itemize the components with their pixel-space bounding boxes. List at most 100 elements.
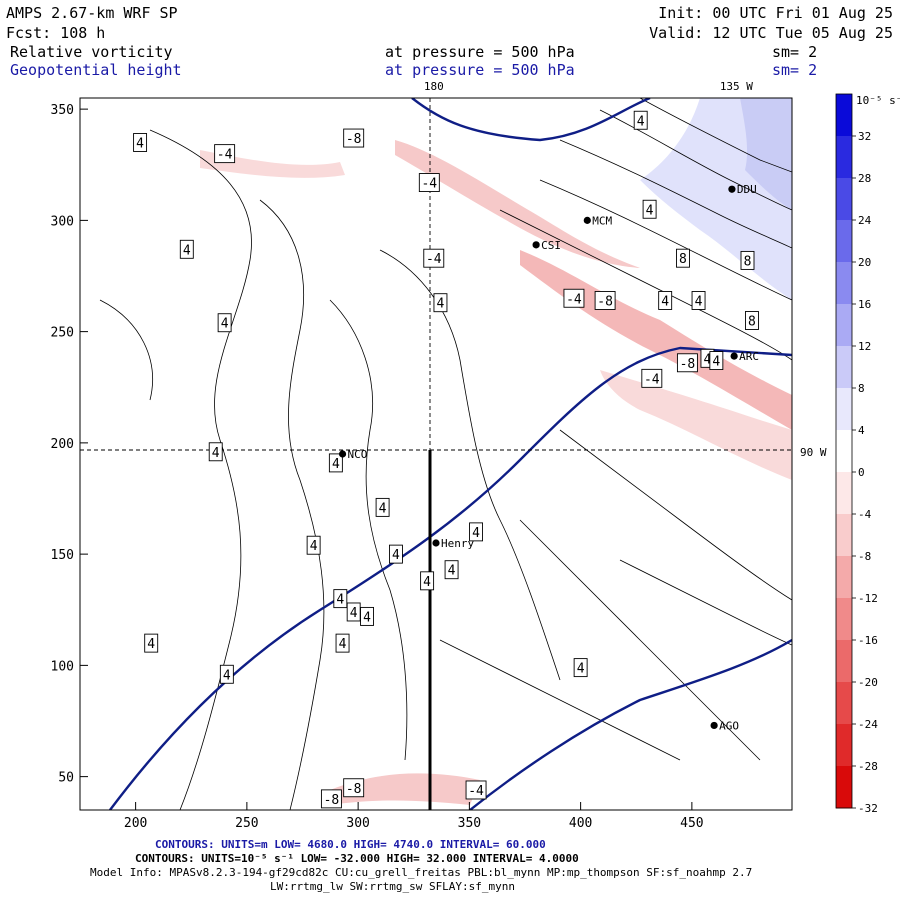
contour-label-text: 4 bbox=[310, 539, 318, 554]
station-marker bbox=[532, 241, 540, 249]
contour-label: 4 bbox=[328, 453, 343, 473]
contour-label-box bbox=[676, 248, 690, 268]
contour-label-text: 4 bbox=[392, 548, 400, 563]
contour-label-box bbox=[343, 778, 365, 798]
contour-label-text: -4 bbox=[421, 177, 437, 192]
station-marker bbox=[710, 721, 718, 730]
contour-label-box bbox=[691, 291, 706, 310]
contour-label-box bbox=[420, 571, 435, 591]
contour-label-text: -8 bbox=[346, 782, 362, 797]
colorbar-tick-label: 28 bbox=[858, 172, 871, 185]
contour-label: 4 bbox=[375, 497, 390, 517]
contour-label-text: 4 bbox=[136, 137, 144, 152]
contour-label-box bbox=[658, 291, 673, 310]
colorbar-tick-label: -20 bbox=[858, 676, 878, 689]
station-label: Henry bbox=[441, 537, 474, 550]
contour-label: -8 bbox=[320, 789, 342, 809]
contour-label-box bbox=[306, 535, 321, 555]
contour-label-box bbox=[320, 789, 342, 809]
contour-label-box bbox=[219, 664, 234, 684]
colorbar-cell bbox=[836, 724, 852, 767]
contour-label-text: -4 bbox=[566, 292, 582, 307]
colorbar-cell bbox=[836, 262, 852, 305]
contour-label: 4 bbox=[335, 633, 350, 653]
station-label: AGO bbox=[719, 719, 739, 732]
contour-label-box bbox=[214, 144, 236, 164]
contour-label: 4 bbox=[709, 351, 724, 370]
contour-label: -4 bbox=[418, 173, 440, 193]
contour-label: 4 bbox=[217, 313, 232, 333]
contour-label-box bbox=[343, 128, 365, 148]
colorbar-tick-label: -32 bbox=[858, 802, 878, 815]
contour-label-box bbox=[745, 311, 759, 330]
footer-height-contours: CONTOURS: UNITS=m LOW= 4680.0 HIGH= 4740… bbox=[155, 838, 546, 851]
contour-label: 8 bbox=[745, 311, 759, 330]
contour-label-text: 4 bbox=[350, 606, 358, 621]
station-marker bbox=[730, 352, 738, 360]
colorbar-cell bbox=[836, 94, 852, 137]
contour-label: 4 bbox=[691, 291, 706, 310]
station-label: NCO bbox=[348, 448, 368, 461]
contour-label-box bbox=[423, 248, 445, 268]
meridian-label: 180 bbox=[424, 80, 444, 93]
contour-label: 4 bbox=[658, 291, 673, 310]
y-tick-label: 150 bbox=[51, 548, 74, 563]
contour-label-box bbox=[709, 351, 724, 370]
contour-label-text: 8 bbox=[679, 252, 687, 267]
colorbar-cell bbox=[836, 346, 852, 389]
contour-label-box bbox=[676, 353, 698, 373]
field2-name: Geopotential height bbox=[10, 61, 182, 79]
positive-vorticity-core bbox=[740, 98, 792, 210]
valid-time: Valid: 12 UTC Tue 05 Aug 25 bbox=[649, 24, 893, 42]
contour-label-box bbox=[389, 544, 403, 564]
contour-label-text: -8 bbox=[597, 294, 613, 309]
contour-label: 8 bbox=[740, 250, 755, 270]
footer-physics: LW:rrtmg_lw SW:rrtmg_sw SFLAY:sf_mynn bbox=[270, 880, 515, 893]
contour-label-text: 4 bbox=[577, 662, 585, 677]
contour-label-text: 4 bbox=[437, 297, 445, 312]
contour-label: 4 bbox=[573, 658, 588, 678]
contour-label: 8 bbox=[676, 248, 690, 268]
colorbar-cell bbox=[836, 304, 852, 347]
contour-label: -8 bbox=[594, 291, 616, 310]
contour-label-text: -4 bbox=[426, 252, 442, 267]
contour-label: -4 bbox=[465, 780, 487, 800]
station-label: CSI bbox=[541, 239, 561, 252]
contour-label-box bbox=[444, 560, 459, 580]
contour-label: 4 bbox=[389, 544, 403, 564]
contour-label-box bbox=[594, 291, 616, 310]
contour-label-text: 4 bbox=[646, 203, 654, 218]
colorbar-frame bbox=[835, 93, 853, 809]
station-label: DDU bbox=[737, 183, 757, 196]
contour-label-text: 4 bbox=[183, 243, 191, 258]
contour-label: 4 bbox=[144, 633, 159, 653]
contour-label-text: -8 bbox=[324, 793, 340, 808]
contour-label-text: 4 bbox=[472, 526, 480, 541]
contour-label-text: 4 bbox=[223, 668, 231, 683]
colorbar-tick-label: 0 bbox=[858, 466, 865, 479]
contour-label-text: 4 bbox=[704, 352, 712, 367]
colorbar: 10⁻⁵ s⁻¹ 32 28 24 20 16 12 8 4 0 -4 -8 -12 -16 -20 -24… bbox=[835, 93, 900, 815]
contour-label-box bbox=[563, 288, 585, 308]
field-layer bbox=[99, 98, 792, 810]
contour-label: 4 bbox=[642, 199, 657, 219]
negative-vorticity-band-2 bbox=[520, 250, 792, 430]
negative-vorticity-band-3 bbox=[600, 370, 792, 480]
contour-label-box bbox=[179, 239, 194, 259]
contour-label: -8 bbox=[343, 778, 365, 798]
contour-label-box bbox=[633, 110, 648, 130]
contour-label: 4 bbox=[360, 606, 374, 626]
y-tick-label: 350 bbox=[51, 103, 74, 118]
colorbar-cell bbox=[836, 556, 852, 599]
x-tick-label: 450 bbox=[680, 816, 703, 831]
contour-label-box bbox=[375, 497, 390, 517]
colorbar-tick-label: 16 bbox=[858, 298, 871, 311]
meridian-label: 90 W bbox=[800, 446, 827, 459]
colorbar-cell bbox=[836, 472, 852, 515]
contour-label: 4 bbox=[469, 522, 483, 542]
colorbar-cell bbox=[836, 514, 852, 557]
colorbar-cell bbox=[836, 220, 852, 263]
contour-label-text: 4 bbox=[336, 593, 344, 608]
contour-label-text: 4 bbox=[448, 564, 456, 579]
